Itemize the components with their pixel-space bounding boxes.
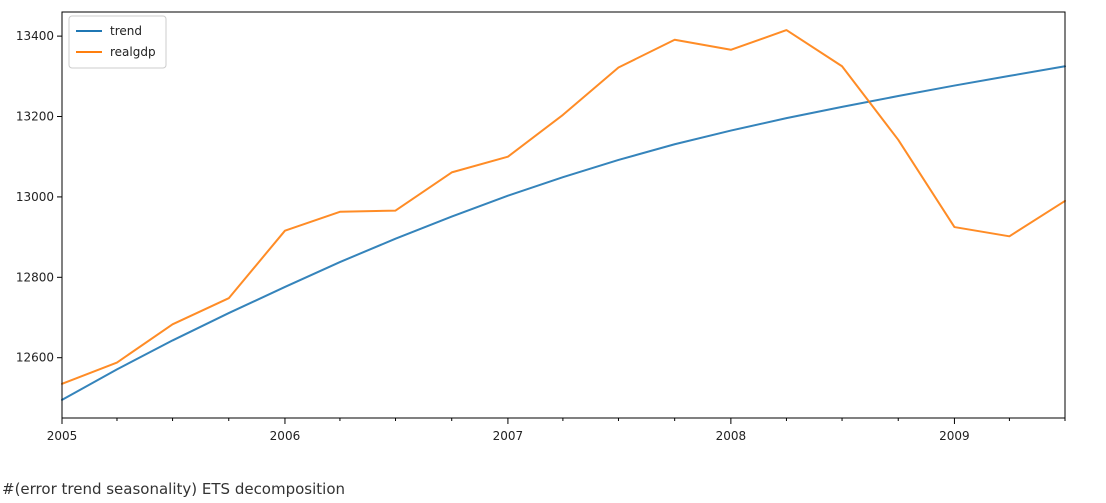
y-tick-label: 12600 <box>16 351 54 365</box>
y-tick-label: 12800 <box>16 270 54 284</box>
chart-svg: 12600 12800 13000 13200 13400 2005 2006 2007 200… <box>16 11 1066 443</box>
x-tick-label: 2009 <box>939 429 970 443</box>
axes-frame <box>61 11 1066 419</box>
y-tick-label: 13200 <box>16 110 54 124</box>
line-chart: 12600 12800 13000 13200 13400 2005 2006 2007 200… <box>16 11 1066 443</box>
y-tick-label: 13000 <box>16 190 54 204</box>
legend-label-realgdp: realgdp <box>110 45 156 59</box>
x-tick-label: 2005 <box>47 429 78 443</box>
x-tick-label: 2008 <box>716 429 747 443</box>
legend-label-trend: trend <box>110 24 142 38</box>
y-tick-label: 13400 <box>16 29 54 43</box>
plot-area <box>62 12 1065 418</box>
legend-box <box>68 15 167 69</box>
notebook-comment: #(error trend seasonality) ETS decomposi… <box>2 480 346 498</box>
x-tick-label: 2007 <box>493 429 524 443</box>
x-tick-label: 2006 <box>270 429 301 443</box>
